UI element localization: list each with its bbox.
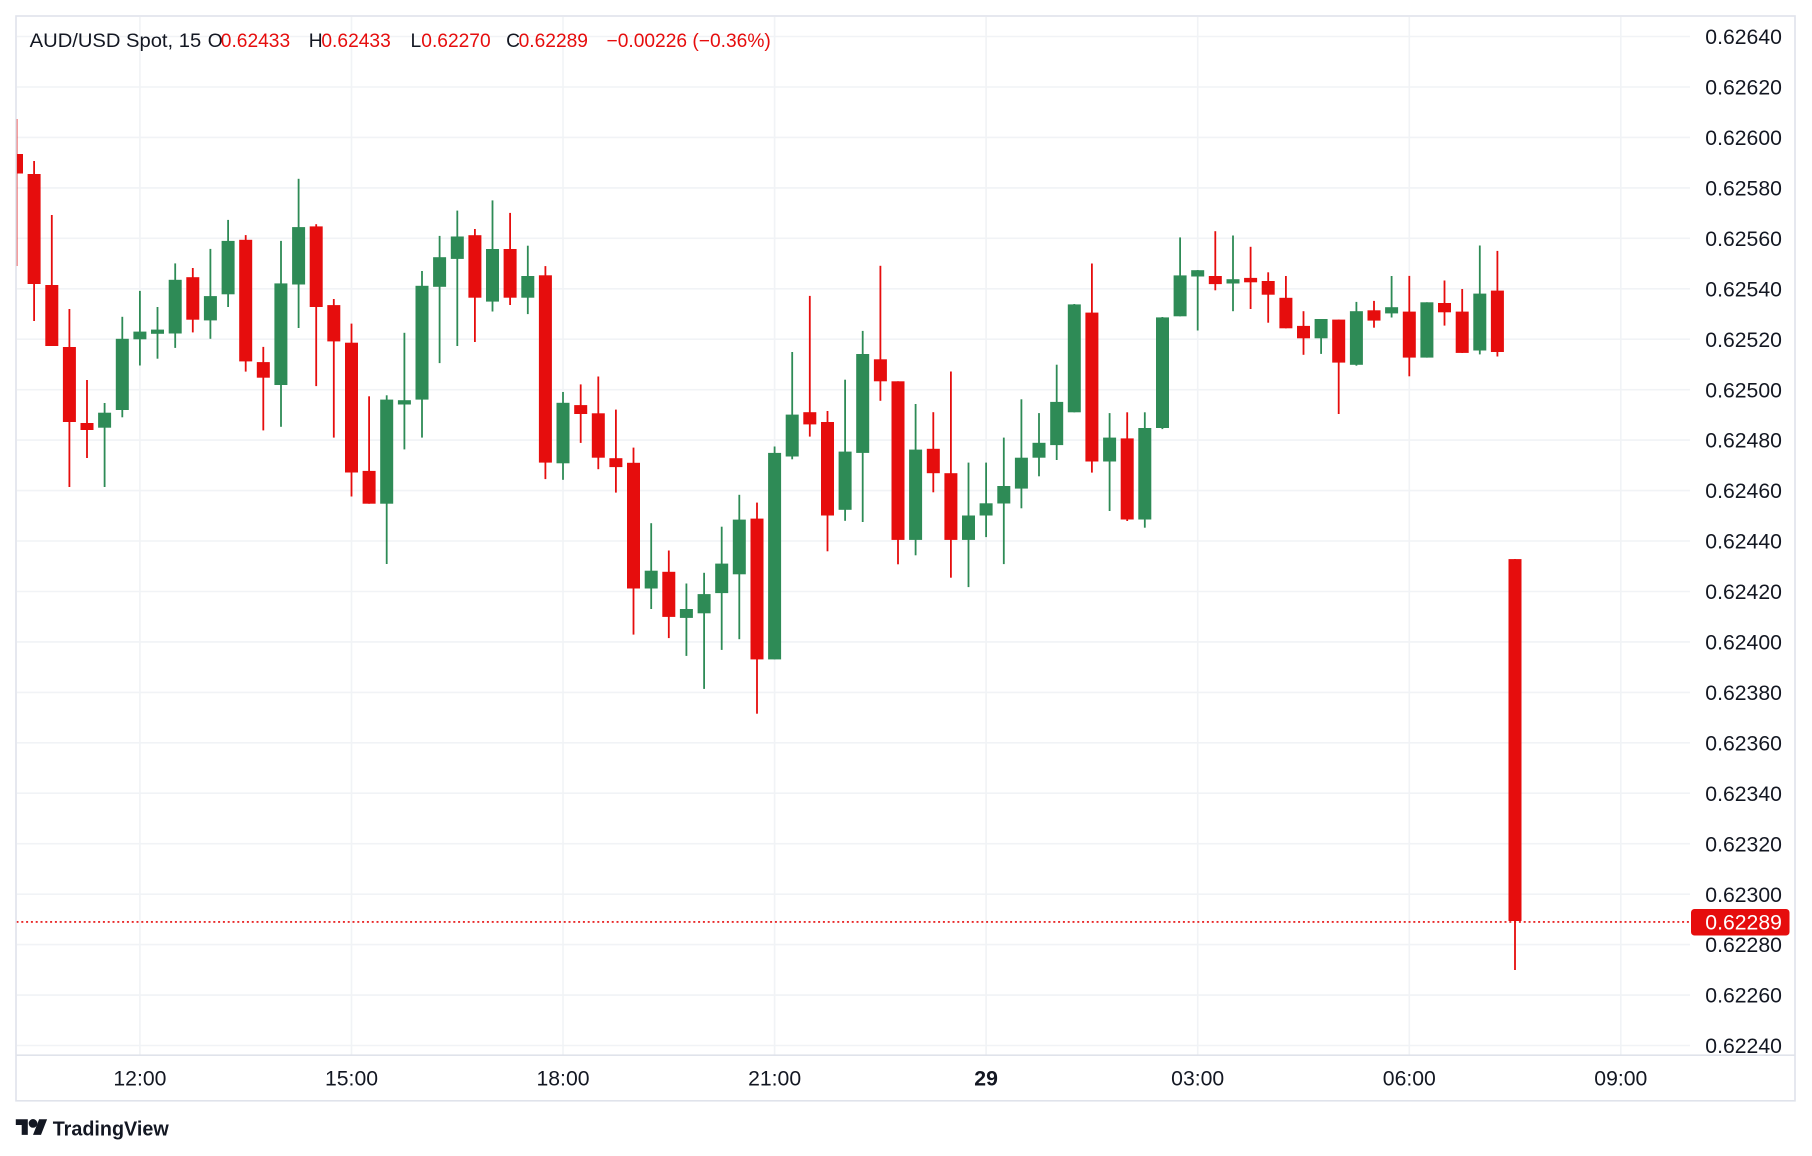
svg-text:09:00: 09:00	[1594, 1068, 1647, 1091]
svg-text:0.62340: 0.62340	[1705, 783, 1782, 806]
svg-text:0.62460: 0.62460	[1705, 480, 1782, 503]
svg-text:0.62280: 0.62280	[1705, 934, 1782, 957]
svg-text:TradingView: TradingView	[53, 1117, 170, 1140]
svg-text:0.62560: 0.62560	[1705, 228, 1782, 251]
svg-text:0.62380: 0.62380	[1705, 682, 1782, 705]
svg-text:18:00: 18:00	[536, 1068, 589, 1091]
svg-text:29: 29	[974, 1068, 998, 1091]
svg-text:AUD/USD Spot, 15: AUD/USD Spot, 15	[30, 31, 202, 52]
svg-text:0.62600: 0.62600	[1705, 127, 1782, 150]
svg-text:0.62289: 0.62289	[519, 31, 588, 52]
svg-text:L: L	[411, 31, 422, 52]
svg-text:21:00: 21:00	[748, 1068, 801, 1091]
svg-text:15:00: 15:00	[325, 1068, 378, 1091]
svg-text:0.62240: 0.62240	[1705, 1035, 1782, 1058]
svg-text:−0.00226 (−0.36%): −0.00226 (−0.36%)	[607, 31, 771, 52]
svg-text:03:00: 03:00	[1171, 1068, 1224, 1091]
svg-text:12:00: 12:00	[113, 1068, 166, 1091]
svg-text:0.62260: 0.62260	[1705, 985, 1782, 1008]
svg-text:O: O	[208, 31, 223, 52]
svg-text:0.62520: 0.62520	[1705, 329, 1782, 352]
svg-text:C: C	[506, 31, 520, 52]
svg-text:0.62540: 0.62540	[1705, 278, 1782, 301]
svg-text:0.62400: 0.62400	[1705, 632, 1782, 655]
svg-text:0.62289: 0.62289	[1705, 912, 1782, 935]
svg-text:0.62433: 0.62433	[321, 31, 390, 52]
svg-text:H: H	[309, 31, 323, 52]
svg-text:0.62500: 0.62500	[1705, 379, 1782, 402]
svg-text:0.62320: 0.62320	[1705, 833, 1782, 856]
svg-text:0.62300: 0.62300	[1705, 884, 1782, 907]
svg-text:06:00: 06:00	[1383, 1068, 1436, 1091]
svg-text:0.62480: 0.62480	[1705, 430, 1782, 453]
svg-text:0.62580: 0.62580	[1705, 178, 1782, 201]
svg-text:0.62360: 0.62360	[1705, 732, 1782, 755]
svg-text:0.62433: 0.62433	[221, 31, 290, 52]
svg-text:0.62620: 0.62620	[1705, 77, 1782, 100]
svg-text:0.62270: 0.62270	[421, 31, 490, 52]
svg-text:0.62640: 0.62640	[1705, 26, 1782, 49]
svg-text:0.62420: 0.62420	[1705, 581, 1782, 604]
svg-text:0.62440: 0.62440	[1705, 531, 1782, 554]
